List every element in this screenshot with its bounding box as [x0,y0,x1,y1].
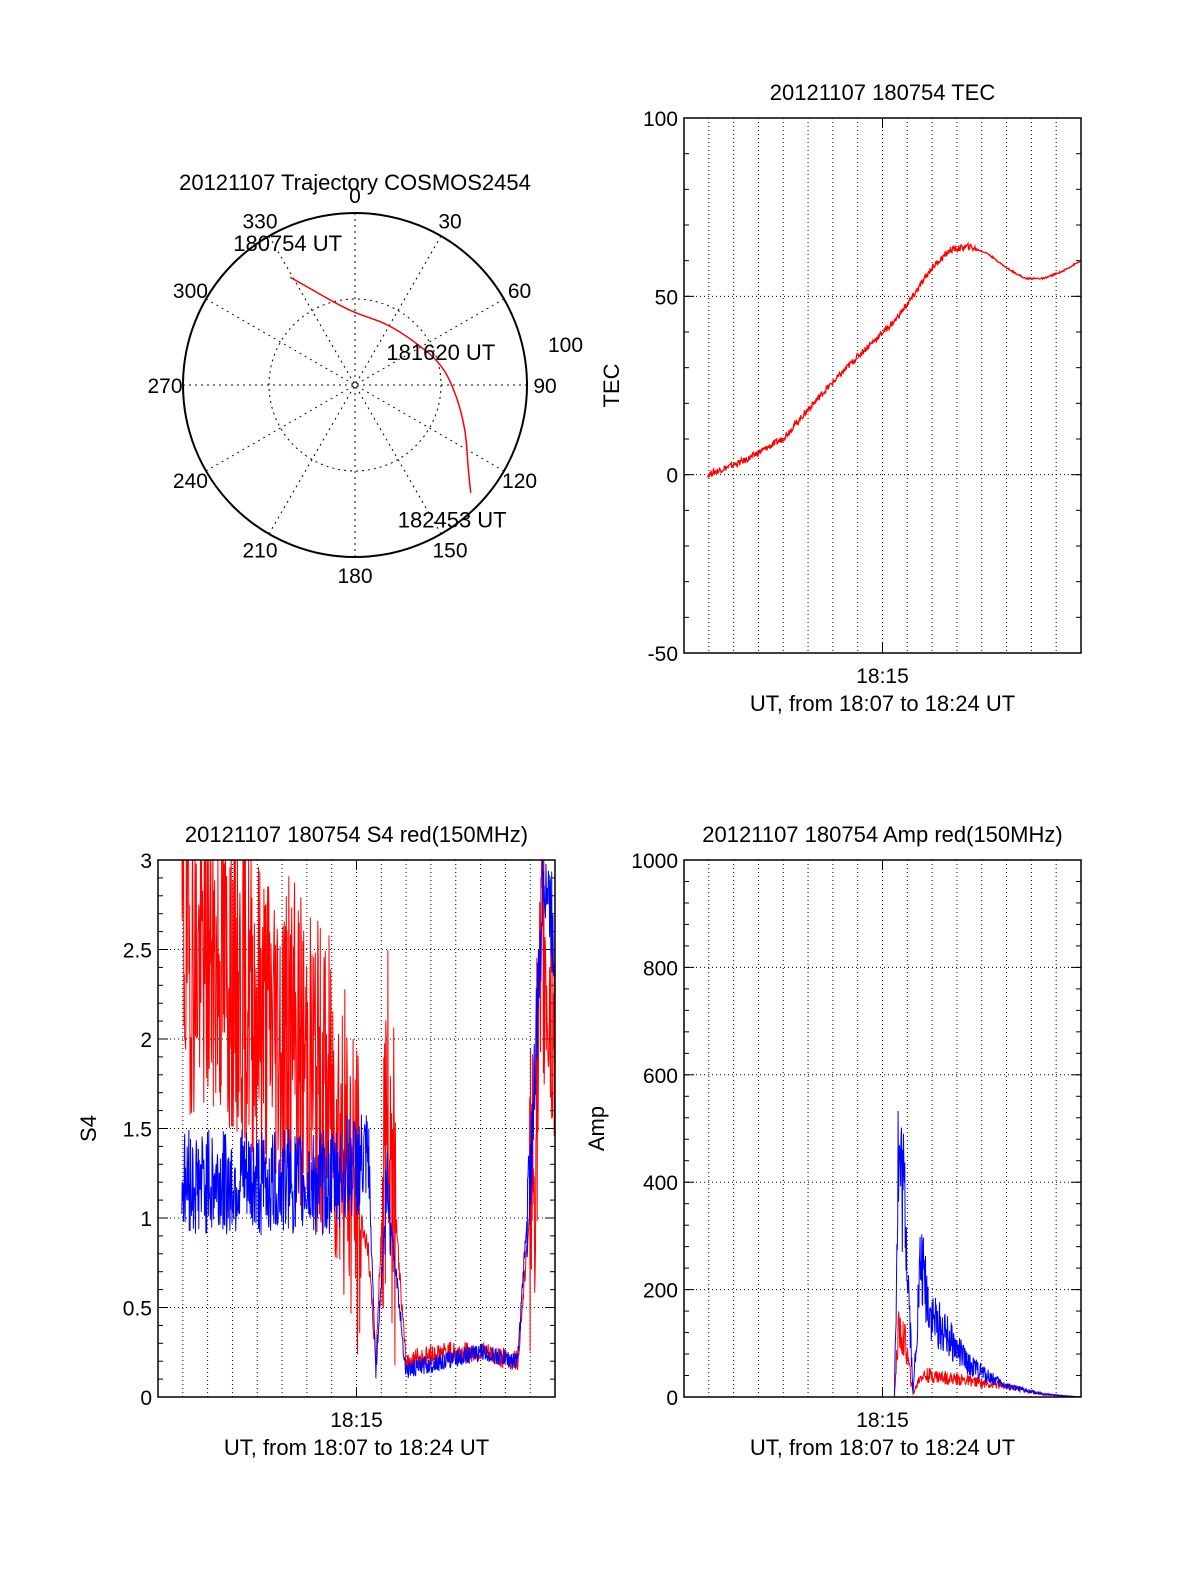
y-axis-label: S4 [76,1115,101,1142]
plot-frame [683,859,1082,1398]
plot-title: 20121107 180754 Amp red(150MHz) [702,822,1062,847]
y-tick-label: 1.5 [123,1119,152,1142]
trajectory-line [289,276,472,493]
x-tick-label: 18:15 [856,665,909,688]
y-axis-label: TEC [599,363,624,407]
y-tick-label: 1000 [631,850,678,873]
y-tick-label: 0 [666,1387,678,1410]
series-line [181,860,555,1371]
y-tick-label: -50 [648,643,678,666]
polar-angle-label: 210 [242,540,277,563]
polar-angle-label: 270 [147,375,182,398]
y-tick-label: 0 [140,1387,152,1410]
plot-frame [683,117,1082,654]
series-line [707,241,1081,478]
x-axis-label: UT, from 18:07 to 18:24 UT [750,1435,1015,1460]
y-tick-label: 400 [643,1172,678,1195]
y-tick-label: 100 [643,108,678,131]
x-tick-label: 18:15 [330,1409,383,1432]
x-axis-label: UT, from 18:07 to 18:24 UT [750,691,1015,716]
y-tick-label: 800 [643,957,678,980]
y-tick-label: 2 [140,1029,152,1052]
y-tick-label: 1 [140,1208,152,1231]
trajectory-annotations: 180754 UT 181620 UT 182453 UT [233,231,506,533]
polar-angle-label: 30 [438,210,461,233]
y-tick-label: 3 [140,850,152,873]
trajectory-annotation: 181620 UT [386,340,495,365]
series-line [707,1110,1081,1397]
y-tick-label: 0.5 [123,1298,152,1321]
polar-angle-label: 120 [502,470,537,493]
polar-angle-label: 240 [173,470,208,493]
y-tick-label: 50 [655,286,678,309]
polar-angle-label: 180 [337,565,372,588]
polar-angle-label: 60 [508,280,531,303]
plot-frame [157,859,556,1398]
trajectory-annotation: 182453 UT [398,507,507,532]
plot-title: 20121107 180754 S4 red(150MHz) [185,822,528,847]
tec-plot: 20121107 180754 TEC -50 0 50 100 18:15 UT, fro… [599,80,1082,716]
s4-plot: 20121107 180754 S4 red(150MHz) 0 0.5 1 1.5 2 2… [76,822,556,1460]
polar-title: 20121107 Trajectory COSMOS2454 [179,170,531,195]
polar-angle-label: 150 [432,540,467,563]
polar-angle-labels: 0 30 60 90 120 150 180 210 240 270 300 330 [147,185,556,588]
y-tick-label: 200 [643,1280,678,1303]
polar-angle-label: 330 [242,210,277,233]
y-tick-label: 600 [643,1065,678,1088]
polar-trajectory-plot: 20121107 Trajectory COSMOS2454 0 30 60 90 12… [147,170,583,588]
x-axis-label: UT, from 18:07 to 18:24 UT [224,1435,489,1460]
polar-spokes [183,213,527,557]
y-axis-label: Amp [584,1106,609,1151]
polar-angle-label: 0 [349,185,361,208]
polar-radius-label: 100 [548,334,583,357]
plot-title: 20121107 180754 TEC [770,80,996,105]
y-tick-label: 0 [666,465,678,488]
y-tick-label: 2.5 [123,940,152,963]
polar-angle-label: 300 [173,280,208,303]
polar-angle-label: 90 [533,375,556,398]
amp-plot: 20121107 180754 Amp red(150MHz) 0 200 400 60… [584,822,1082,1460]
trajectory-annotation: 180754 UT [233,231,342,256]
series-line [181,860,555,1379]
x-tick-label: 18:15 [856,1409,909,1432]
